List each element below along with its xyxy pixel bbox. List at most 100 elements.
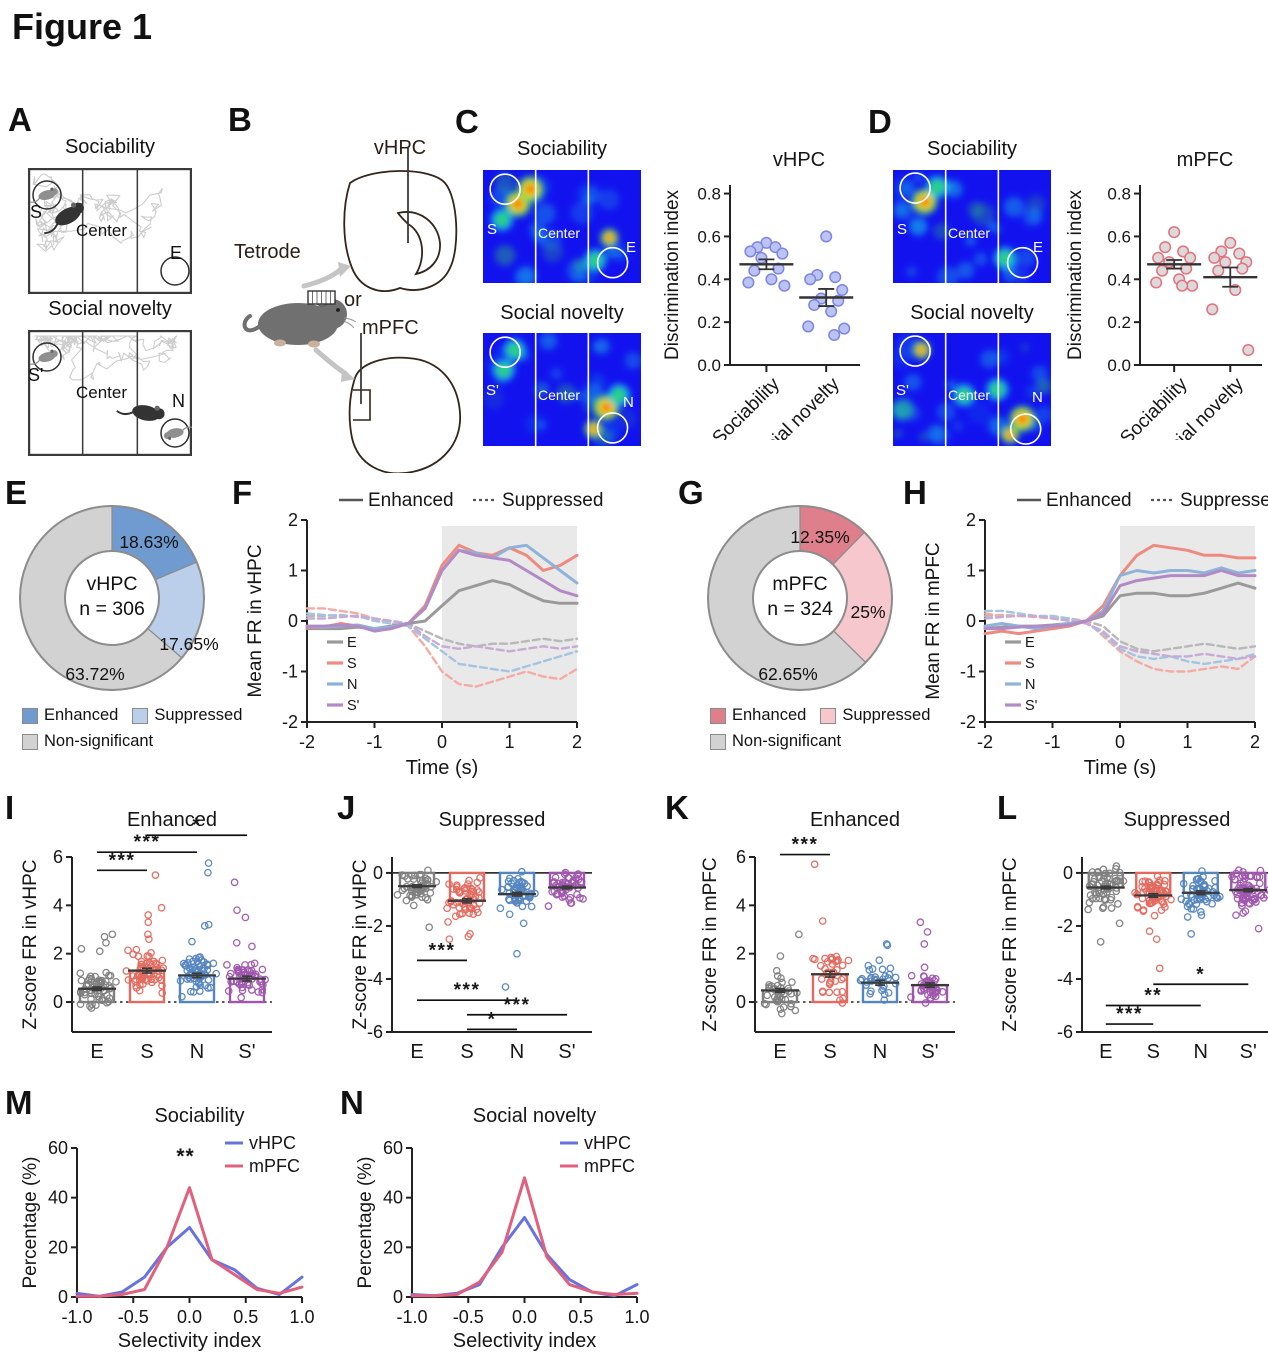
legend-enhanced-label: Enhanced — [732, 706, 807, 724]
arena-center2-label: Center — [76, 383, 128, 402]
svg-text:Enhanced: Enhanced — [127, 809, 217, 831]
svg-text:Suppressed: Suppressed — [1124, 809, 1231, 831]
heatmap-e-label: E — [626, 239, 637, 256]
panel-label-b: B — [228, 101, 252, 138]
or-label: or — [344, 289, 362, 311]
svg-text:Z-score FR in vHPC: Z-score FR in vHPC — [20, 860, 41, 1030]
mpfc-label: mPFC — [362, 317, 419, 339]
panel-label-i: I — [5, 789, 15, 826]
sociability-selectivity-chart-svg: Sociability Percentage (%) 60 40 20 0-1.0 -0.5… — [20, 1105, 315, 1352]
svg-text:S: S — [140, 1041, 153, 1063]
svg-text:***: *** — [429, 940, 456, 961]
heatmap-center-label: Center — [948, 225, 991, 241]
svg-text:***: *** — [109, 850, 136, 871]
arena-center-label: Center — [76, 221, 128, 240]
svg-text:1: 1 — [288, 561, 298, 581]
suppressed-pct-label: 25% — [850, 602, 886, 622]
tetrode-label: Tetrode — [234, 241, 301, 263]
vhpc-enhanced-bar-chart: Enhanced Z-score FR in vHPC 6 4 2 0 E S N S' *** **… — [20, 800, 320, 1072]
svg-text:Sociability: Sociability — [154, 1105, 244, 1127]
svg-text:S': S' — [347, 698, 360, 714]
heatmap-s-label: S — [897, 221, 908, 238]
svg-text:6: 6 — [53, 847, 63, 867]
svg-text:Suppressed: Suppressed — [502, 490, 603, 511]
svg-text:2: 2 — [1250, 732, 1260, 752]
panel-a-box2-title: Social novelty — [48, 298, 172, 320]
heatmap-n-label: N — [623, 394, 634, 411]
enhanced-pct-label: 18.63% — [119, 532, 179, 552]
legend-suppressed: Suppressed — [132, 706, 242, 725]
panel-label-d: D — [868, 103, 892, 140]
svg-text:Mean FR in mPFC: Mean FR in mPFC — [923, 542, 944, 699]
svg-text:S': S' — [1025, 698, 1038, 714]
mpfc-enhanced-bar-chart-svg: Enhanced Z-score FR in mPFC 6 4 2 0 E S N S' *** — [700, 809, 955, 1063]
svg-text:0: 0 — [373, 863, 383, 883]
svg-text:-2: -2 — [1057, 916, 1073, 936]
legend-nonsig: Non-significant — [22, 732, 153, 751]
svg-text:N: N — [510, 1041, 524, 1063]
donut-region: mPFC — [772, 573, 828, 595]
svg-text:S: S — [1025, 656, 1035, 672]
arena-s2-label: S' — [28, 365, 44, 385]
svg-text:-1.0: -1.0 — [396, 1307, 427, 1327]
arena-s-label: S — [30, 202, 43, 222]
legend-nonsig-label: Non-significant — [732, 732, 842, 750]
heatmap-center-label: Center — [538, 387, 581, 403]
svg-text:-6: -6 — [367, 1022, 383, 1042]
mpfc-donut-chart-svg — [707, 505, 893, 691]
svg-text:***: *** — [134, 832, 161, 853]
svg-text:E: E — [1099, 1041, 1112, 1063]
d-social-novelty-heatmap-svg — [888, 333, 1053, 446]
svg-text:***: *** — [454, 980, 481, 1001]
panel-label-f: F — [232, 474, 253, 511]
donut-region: vHPC — [86, 573, 138, 595]
vhpc-label: vHPC — [373, 137, 427, 159]
svg-text:**: ** — [1144, 985, 1162, 1006]
svg-text:*: * — [193, 815, 202, 836]
panel-label-j: J — [337, 789, 356, 826]
donut-center-text: vHPC n = 306 — [42, 572, 182, 623]
svg-text:N: N — [1025, 677, 1035, 693]
svg-text:S': S' — [921, 1041, 938, 1063]
panel-label-g: G — [678, 474, 704, 511]
panel-label-a: A — [8, 101, 32, 138]
svg-text:1.0: 1.0 — [624, 1307, 649, 1327]
svg-text:-2: -2 — [282, 712, 298, 732]
legend-suppressed-label: Suppressed — [154, 706, 243, 724]
svg-text:Z-score FR in vHPC: Z-score FR in vHPC — [350, 860, 371, 1030]
svg-text:Percentage (%): Percentage (%) — [20, 1156, 41, 1288]
svg-text:0.2: 0.2 — [697, 313, 721, 332]
svg-text:0.6: 0.6 — [697, 227, 721, 246]
nonsig-pct-label: 63.72% — [65, 664, 125, 684]
social-novelty-selectivity-chart: Social novelty Percentage (%) 60 40 20 0 -1.0 -… — [355, 1095, 675, 1357]
heatmap-center-label: Center — [948, 387, 991, 403]
svg-text:2: 2 — [53, 944, 63, 964]
svg-text:***: *** — [792, 835, 819, 856]
suppressed-swatch — [132, 707, 149, 724]
vhpc-suppressed-bar-chart: Suppressed Z-score FR in vHPC 0 -2 -4 -6 E S N S'… — [350, 800, 650, 1072]
legend-enhanced: Enhanced — [710, 706, 806, 725]
svg-text:Social novelty: Social novelty — [473, 1105, 596, 1127]
vhpc-donut-chart — [18, 494, 218, 702]
d-heatmap1-title: Sociability — [926, 138, 1018, 160]
svg-text:-1: -1 — [1044, 732, 1060, 752]
c-social-novelty-heatmap-svg — [483, 332, 642, 448]
svg-text:Z-score FR in mPFC: Z-score FR in mPFC — [700, 857, 721, 1031]
heatmap-s2-label: S' — [486, 382, 499, 399]
svg-text:Time (s): Time (s) — [1084, 757, 1157, 779]
suppressed-swatch — [820, 707, 837, 724]
svg-text:0: 0 — [736, 992, 746, 1012]
legend-enhanced-label: Enhanced — [44, 706, 119, 724]
legend-suppressed-label: Suppressed — [842, 706, 931, 724]
svg-text:Mean FR in vHPC: Mean FR in vHPC — [245, 544, 266, 697]
svg-text:S': S' — [238, 1041, 255, 1063]
svg-text:E: E — [347, 635, 357, 651]
svg-text:S: S — [823, 1041, 836, 1063]
svg-text:0.4: 0.4 — [1107, 270, 1131, 289]
svg-text:20: 20 — [383, 1237, 403, 1257]
svg-text:S': S' — [558, 1041, 575, 1063]
svg-text:mPFC: mPFC — [584, 1156, 635, 1176]
svg-text:0: 0 — [288, 611, 298, 631]
